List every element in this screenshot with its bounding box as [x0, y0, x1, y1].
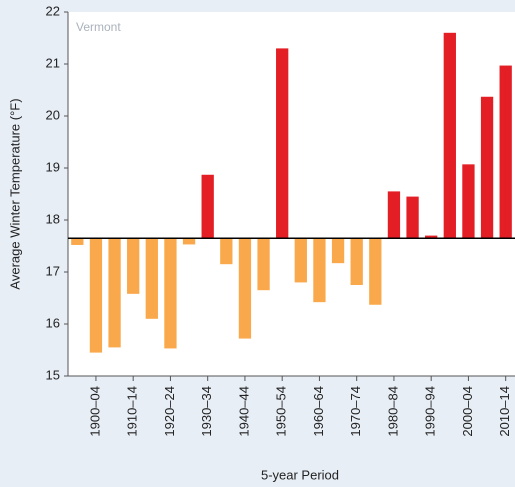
chart-subtitle: Vermont	[76, 20, 121, 34]
x-tick-label: 1930–34	[199, 386, 214, 437]
bar	[220, 238, 233, 265]
bar	[350, 238, 363, 285]
y-tick-label: 22	[46, 3, 60, 18]
y-tick-label: 15	[46, 367, 60, 382]
y-tick-label: 21	[46, 55, 60, 70]
y-tick-label: 20	[46, 107, 60, 122]
bar	[164, 238, 177, 349]
bar	[276, 48, 289, 239]
x-tick-label: 1950–54	[274, 386, 289, 437]
x-tick-label: 1980–84	[385, 386, 400, 437]
bar	[127, 238, 140, 294]
y-tick-label: 19	[46, 159, 60, 174]
x-tick-label: 2000–04	[460, 386, 475, 437]
x-tick-label: 1970–74	[348, 386, 363, 437]
x-tick-label: 1900–04	[87, 386, 102, 437]
x-axis-title: 5-year Period	[261, 467, 339, 482]
bar	[89, 238, 103, 353]
bar	[331, 238, 345, 264]
bar	[462, 164, 475, 239]
bar	[313, 238, 326, 303]
y-tick-label: 18	[46, 211, 60, 226]
bar	[182, 238, 196, 245]
bar	[201, 174, 214, 239]
bar	[369, 238, 382, 305]
x-tick-label: 1920–24	[162, 386, 177, 437]
y-tick-label: 17	[46, 263, 60, 278]
x-tick-label: 2010–14	[497, 386, 512, 437]
bar	[480, 96, 494, 239]
bar	[71, 238, 84, 245]
bar	[387, 191, 401, 239]
x-tick-label: 1960–64	[311, 386, 326, 437]
bar	[499, 65, 512, 239]
x-tick-label: 1940–44	[236, 386, 251, 437]
bar	[406, 196, 419, 239]
x-tick-label: 1910–14	[125, 386, 140, 437]
y-axis-title: Average Winter Temperature (°F)	[7, 98, 22, 289]
x-tick-label: 1990–94	[423, 386, 438, 437]
y-tick-label: 16	[46, 315, 60, 330]
bar	[108, 238, 121, 348]
bar	[257, 238, 270, 291]
bar	[238, 238, 252, 339]
bar	[145, 238, 158, 319]
bar	[294, 238, 307, 283]
bar	[443, 32, 456, 239]
plot-area	[68, 12, 515, 376]
bar	[425, 235, 438, 239]
